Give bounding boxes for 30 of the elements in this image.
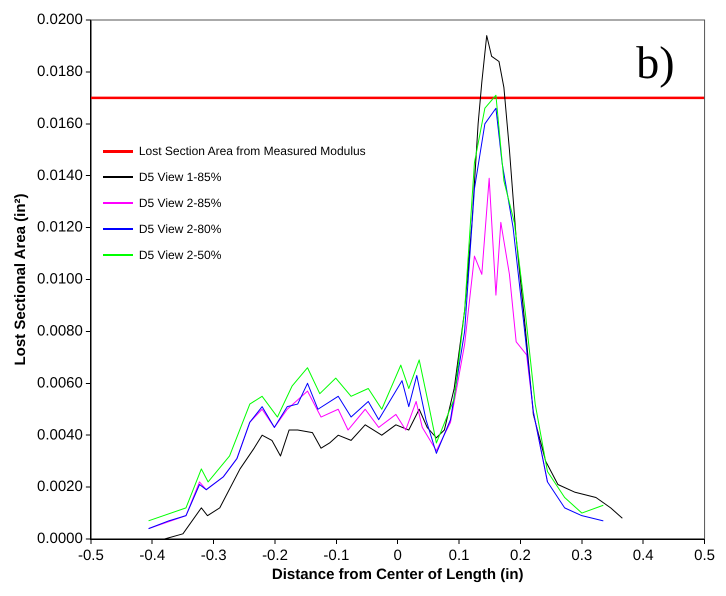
y-tick-label: 0.0120 bbox=[36, 218, 83, 236]
legend-label: Lost Section Area from Measured Modulus bbox=[138, 144, 366, 158]
legend-label: D5 View 2-85% bbox=[138, 196, 222, 210]
x-tick-label: 0.3 bbox=[571, 547, 592, 564]
x-tick-label: 0.1 bbox=[448, 547, 470, 564]
legend-label: D5 View 2-80% bbox=[138, 222, 222, 236]
x-tick-label: -0.2 bbox=[262, 547, 288, 564]
y-tick-label: 0.0200 bbox=[36, 11, 83, 28]
x-tick-label: 0.2 bbox=[510, 547, 531, 564]
y-tick-label: 0.0020 bbox=[36, 478, 83, 496]
y-tick-label: 0.0160 bbox=[36, 114, 83, 132]
legend-label: D5 View 2-50% bbox=[138, 248, 222, 262]
y-tick-label: 0.0060 bbox=[36, 374, 83, 392]
annotation: b) bbox=[636, 37, 675, 88]
y-tick-label: 0.0000 bbox=[36, 530, 83, 548]
x-tick-label: 0.4 bbox=[632, 547, 654, 564]
x-tick-label: 0 bbox=[394, 547, 402, 564]
y-tick-label: 0.0080 bbox=[36, 322, 83, 340]
x-tick-label: -0.1 bbox=[323, 547, 350, 564]
legend-label: D5 View 1-85% bbox=[138, 170, 222, 184]
x-tick-label: -0.5 bbox=[78, 547, 104, 564]
x-tick-label: -0.3 bbox=[200, 547, 227, 564]
x-tick-label: 0.5 bbox=[694, 547, 716, 564]
y-axis-title: Lost Sectional Area (in²) bbox=[12, 194, 30, 366]
y-tick-label: 0.0100 bbox=[36, 270, 83, 288]
x-axis-title: Distance from Center of Length (in) bbox=[272, 566, 524, 584]
y-tick-label: 0.0180 bbox=[36, 63, 83, 80]
y-tick-label: 0.0040 bbox=[36, 426, 83, 444]
x-tick-label: -0.4 bbox=[139, 547, 166, 564]
y-tick-label: 0.0140 bbox=[36, 166, 83, 184]
